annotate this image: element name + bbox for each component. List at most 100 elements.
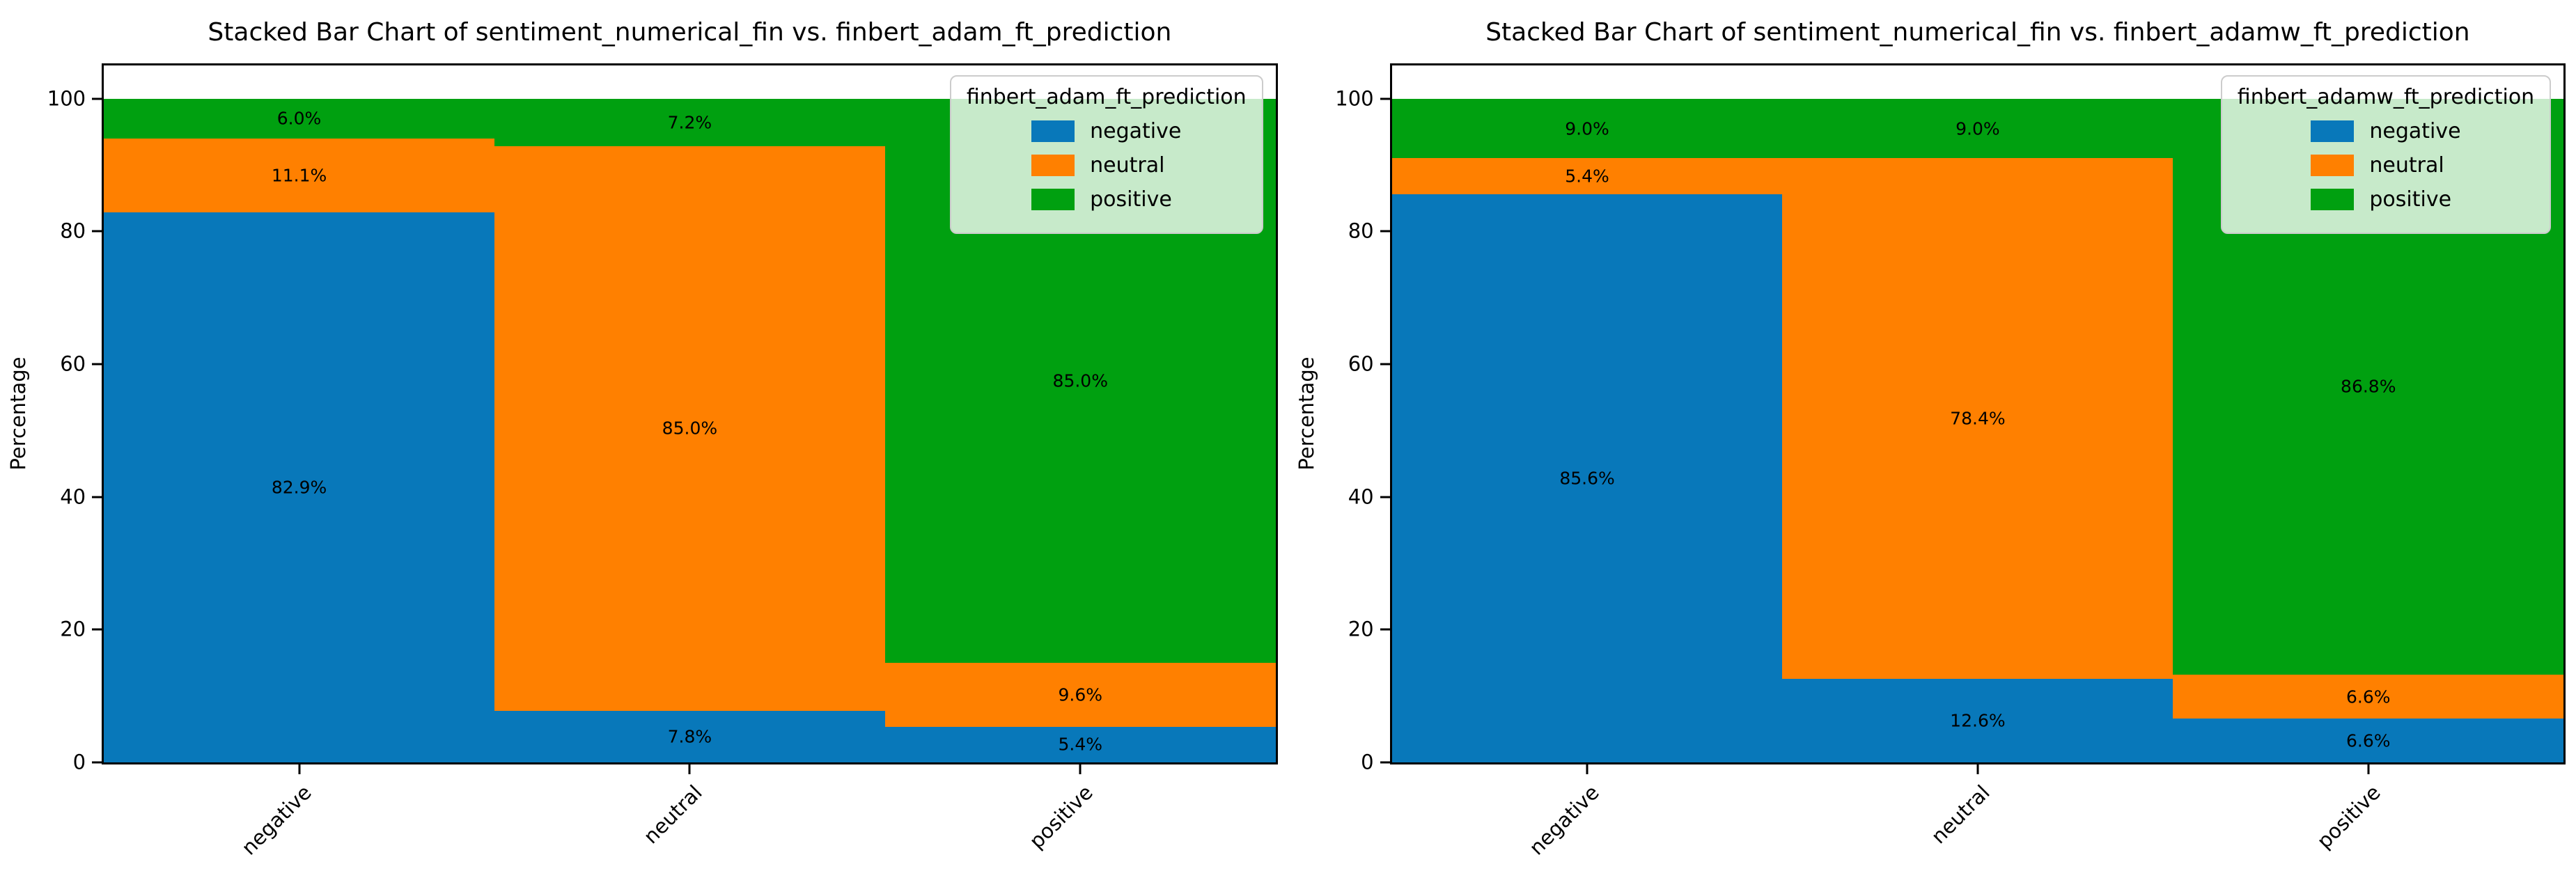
chart-title: Stacked Bar Chart of sentiment_numerical… xyxy=(208,18,1172,47)
x-tick-label-neutral: neutral xyxy=(1926,780,1995,849)
x-tick-label-neutral: neutral xyxy=(639,780,707,849)
y-tick-label: 0 xyxy=(1361,750,1374,774)
y-tick-label: 60 xyxy=(60,352,86,376)
bar-segment-label: 82.9% xyxy=(271,477,327,498)
y-tick-mark xyxy=(1380,363,1390,366)
y-axis-label: Percentage xyxy=(6,356,30,471)
chart-panel-adamw: Stacked Bar Chart of sentiment_numerical… xyxy=(1288,0,2576,871)
legend-swatch-positive-icon xyxy=(1031,189,1075,210)
bar-segment-label: 78.4% xyxy=(1950,408,2006,429)
y-tick-mark xyxy=(92,230,102,233)
bar-segment-neutral xyxy=(884,663,1276,727)
legend-items: negative neutral positive xyxy=(1031,119,1181,212)
y-axis-label: Percentage xyxy=(1294,356,1318,471)
bar-segment-positive xyxy=(104,98,494,139)
y-tick-label: 80 xyxy=(1348,219,1374,243)
legend-item-negative: negative xyxy=(2311,119,2461,143)
y-tick-mark xyxy=(1380,628,1390,631)
bar-segment-label: 12.6% xyxy=(1950,710,2006,731)
bar-segment-positive xyxy=(494,98,885,147)
y-tick-label: 20 xyxy=(1348,617,1374,641)
plot-area: 0 20 40 60 80 100 85.6% 5.4% 9.0% 12.6% 78.4% 9.0% 6… xyxy=(1335,63,2566,860)
y-tick-mark xyxy=(1380,496,1390,499)
legend-item-label: neutral xyxy=(2369,153,2444,178)
bar-segment-label: 9.6% xyxy=(1058,684,1103,705)
bar-segment-positive xyxy=(1782,98,2173,159)
plot-area: 0 20 40 60 80 100 82.9% 11.1% 6.0% 7.8% 85.0% 7.2% 5… xyxy=(47,63,1278,860)
x-tick-mark xyxy=(2367,764,2370,774)
y-tick-label: 40 xyxy=(1348,485,1374,509)
bar-segment-label: 7.8% xyxy=(667,726,712,747)
y-tick-mark xyxy=(1380,97,1390,100)
x-tick-mark xyxy=(298,764,301,774)
legend-item-label: negative xyxy=(2369,119,2461,143)
legend-swatch-negative-icon xyxy=(1031,120,1075,142)
x-tick-mark xyxy=(1976,764,1979,774)
bar-segment-negative xyxy=(2173,719,2564,762)
legend-item-label: positive xyxy=(1090,187,1172,212)
bar-segment-label: 5.4% xyxy=(1058,734,1103,755)
legend-title: finbert_adam_ft_prediction xyxy=(966,85,1247,109)
x-tick-label-negative: negative xyxy=(236,780,316,860)
bar-segment-negative xyxy=(1782,678,2173,762)
bar-segment-label: 11.1% xyxy=(271,165,327,186)
bar-segment-label: 6.6% xyxy=(2345,730,2391,751)
bar-segment-label: 6.0% xyxy=(276,108,322,129)
legend-item-neutral: neutral xyxy=(1031,153,1181,178)
chart-panel-adam: Stacked Bar Chart of sentiment_numerical… xyxy=(6,18,1278,860)
legend-item-positive: positive xyxy=(2311,187,2460,212)
legend-swatch-neutral-icon xyxy=(2311,155,2355,176)
bar-segment-label: 9.0% xyxy=(1956,118,2000,139)
x-tick-label-negative: negative xyxy=(1524,780,1605,860)
x-tick-label-positive: positive xyxy=(2312,780,2385,854)
legend-items: negative neutral positive xyxy=(2311,119,2461,212)
chart-title: Stacked Bar Chart of sentiment_numerical… xyxy=(1485,18,2470,47)
legend-item-label: neutral xyxy=(1090,153,1165,178)
legend-swatch-negative-icon xyxy=(2311,120,2355,142)
bar-segment-label: 9.0% xyxy=(1565,118,1609,139)
bar-segment-neutral xyxy=(494,146,885,711)
bar-segment-neutral xyxy=(2173,675,2564,719)
legend-title: finbert_adamw_ft_prediction xyxy=(2237,85,2535,109)
legend: finbert_adam_ft_prediction negative neutra… xyxy=(949,75,1263,234)
bar-segment-label: 6.6% xyxy=(2345,686,2391,707)
y-tick-mark xyxy=(1380,230,1390,233)
bar-segment-label: 86.8% xyxy=(2341,376,2396,397)
y-tick-label: 100 xyxy=(1335,86,1374,111)
y-tick-mark xyxy=(92,97,102,100)
bar-segment-label: 5.4% xyxy=(1565,166,1609,187)
bar-segment-neutral xyxy=(104,138,494,212)
legend-swatch-positive-icon xyxy=(2311,189,2355,210)
legend-swatch-neutral-icon xyxy=(1031,155,1075,176)
legend-item-label: negative xyxy=(1090,119,1182,143)
x-tick-label-positive: positive xyxy=(1024,780,1098,854)
x-tick-mark xyxy=(1586,764,1588,774)
y-tick-mark xyxy=(1380,761,1390,764)
bar-segment-negative xyxy=(104,212,494,762)
bar-segment-positive xyxy=(1391,98,1783,159)
legend-item-positive: positive xyxy=(1031,187,1181,212)
bar-segment-negative xyxy=(1391,194,1783,762)
y-tick-label: 20 xyxy=(60,617,86,641)
legend-item-label: positive xyxy=(2369,187,2452,212)
y-tick-mark xyxy=(92,628,102,631)
bar-segment-negative xyxy=(884,726,1276,762)
bar-segment-neutral xyxy=(1782,158,2173,679)
legend: finbert_adamw_ft_prediction negative neutr… xyxy=(2220,75,2552,234)
bar-segment-label: 85.6% xyxy=(1559,468,1615,489)
y-tick-mark xyxy=(92,761,102,764)
y-tick-label: 40 xyxy=(60,485,86,509)
bar-segment-label: 85.0% xyxy=(1052,370,1108,391)
bar-segment-label: 7.2% xyxy=(667,112,712,133)
bar-segment-label: 85.0% xyxy=(662,418,718,439)
y-tick-label: 80 xyxy=(60,219,86,243)
legend-item-negative: negative xyxy=(1031,119,1181,143)
x-tick-mark xyxy=(688,764,691,774)
y-tick-label: 0 xyxy=(72,750,86,774)
x-tick-mark xyxy=(1079,764,1082,774)
y-tick-label: 60 xyxy=(1348,352,1374,376)
bar-segment-neutral xyxy=(1391,158,1783,194)
y-tick-label: 100 xyxy=(47,86,86,111)
legend-item-neutral: neutral xyxy=(2311,153,2460,178)
